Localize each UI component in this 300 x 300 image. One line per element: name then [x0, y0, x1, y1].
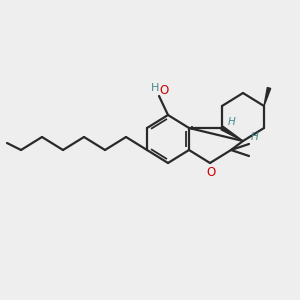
Text: H: H	[251, 132, 259, 142]
Text: H: H	[151, 83, 159, 93]
Polygon shape	[264, 88, 271, 106]
Text: O: O	[159, 85, 169, 98]
Text: H: H	[228, 117, 236, 127]
Text: O: O	[206, 167, 216, 179]
Polygon shape	[221, 126, 243, 141]
